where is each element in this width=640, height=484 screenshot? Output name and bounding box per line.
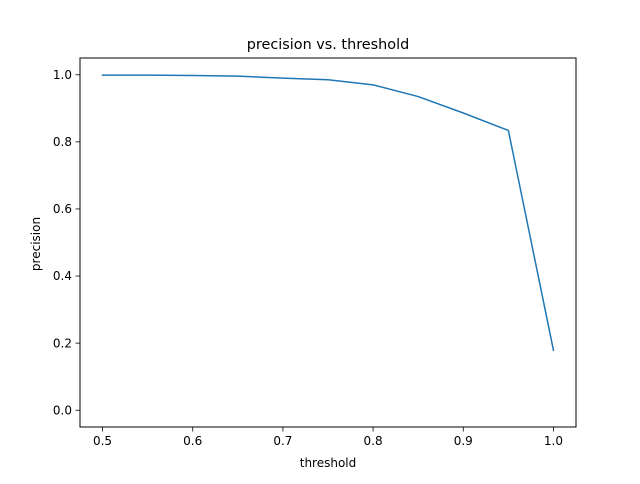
y-tick-label: 0.0	[53, 403, 72, 417]
y-axis-label: precision	[29, 217, 43, 271]
x-tick-label: 0.8	[364, 434, 383, 448]
y-axis-label-group: precision	[29, 217, 43, 271]
x-tick-label: 0.7	[273, 434, 292, 448]
x-tick-label: 0.5	[93, 434, 112, 448]
x-tick-label: 0.9	[454, 434, 473, 448]
x-tick-label: 1.0	[544, 434, 563, 448]
chart-title: precision vs. threshold	[247, 37, 409, 53]
x-axis-label: threshold	[300, 456, 357, 470]
y-tick-label: 0.8	[53, 135, 72, 149]
series-layer	[103, 75, 554, 350]
y-tick-label: 0.2	[53, 336, 72, 350]
y-tick-label: 1.0	[53, 68, 72, 82]
ticks-layer: 0.5 0.6 0.7 0.8 0.9 1.0 0.0 0.2 0.4 0.6 0.8 1.0	[53, 68, 563, 448]
series-line-0	[103, 75, 554, 350]
y-tick-label: 0.4	[53, 269, 72, 283]
x-tick-label: 0.6	[183, 434, 202, 448]
plot-frame	[80, 58, 576, 427]
y-tick-label: 0.6	[53, 202, 72, 216]
